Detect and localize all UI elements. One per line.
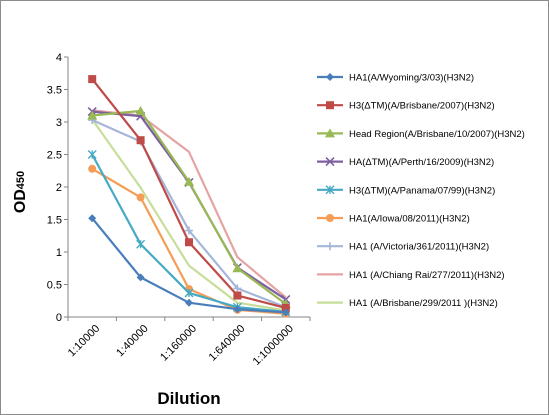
x-tick-label: 1:160000 <box>158 323 199 364</box>
series-1 <box>88 214 290 317</box>
star-marker <box>136 239 146 249</box>
diamond-marker <box>281 308 290 317</box>
legend-label: HA1(A/Wyoming/3/03)(H3N2) <box>349 73 474 84</box>
star-marker <box>87 150 97 159</box>
series-line <box>91 118 286 312</box>
square-marker <box>326 101 334 110</box>
legend-item: H3(ΔTM)(A/Brisbane/2007)(H3N2) <box>317 101 495 112</box>
series-9 <box>91 118 286 312</box>
x-marker <box>325 157 335 167</box>
circle-marker <box>88 164 97 173</box>
legend: HA1(A/Wyoming/3/03)(H3N2) H3(ΔTM)(A/Brisb… <box>317 73 525 309</box>
square-marker <box>88 75 97 84</box>
legend-item: H3(ΔTM)(A/Panama/07/99)(H3N2) <box>317 185 495 196</box>
x-tick-label: 1:40000 <box>114 323 151 360</box>
square-marker <box>281 303 290 312</box>
y-tick-label: 1 <box>56 247 62 259</box>
legend-item: HA1 (A/Victoria/361/2011)(H3N2) <box>317 242 489 253</box>
triangle-marker <box>232 263 243 273</box>
y-tick-label: 0 <box>56 312 62 324</box>
legend-label: HA1 (A/Victoria/361/2011)(H3N2) <box>349 242 489 253</box>
legend-label: H3(ΔTM)(A/Panama/07/99)(H3N2) <box>349 185 495 196</box>
y-axis-title: OD450 <box>12 171 29 213</box>
y-tick-label: 4 <box>56 52 62 64</box>
y-tick-label: 3 <box>56 117 62 129</box>
diamond-marker <box>136 273 145 282</box>
series-4 <box>87 107 291 305</box>
series-8 <box>92 109 287 299</box>
y-axis-title-subscript: 450 <box>15 171 27 189</box>
circle-marker <box>326 214 334 222</box>
series-group <box>87 75 291 318</box>
y-tick-label: 3.5 <box>47 85 62 97</box>
legend-label: H3(ΔTM)(A/Brisbane/2007)(H3N2) <box>349 101 495 112</box>
y-axis: 0 0.5 1 1.5 2 2.5 3 3.5 4 <box>47 52 69 324</box>
x-tick-label: 1:640000 <box>207 323 248 364</box>
plus-marker <box>233 284 242 293</box>
square-marker <box>233 291 242 300</box>
star-marker <box>325 185 335 195</box>
x-axis: 1:10000 1:40000 1:160000 1:640000 1:1000000 <box>66 316 311 368</box>
legend-item: HA(ΔTM)(A/Perth/16/2009)(H3N2) <box>317 157 494 168</box>
legend-label: HA(ΔTM)(A/Perth/16/2009)(H3N2) <box>349 157 494 168</box>
legend-item: HA1 (A/Chiang Rai/277/2011)(H3N2) <box>317 270 505 281</box>
series-2 <box>88 75 290 312</box>
legend-item: Head Region(A/Brisbane/10/2007)(H3N2) <box>317 128 525 140</box>
legend-item: HA1(A/Wyoming/3/03)(H3N2) <box>317 73 474 84</box>
triangle-marker <box>325 128 335 138</box>
legend-label: HA1(A/Iowa/08/2011)(H3N2) <box>349 214 470 225</box>
legend-item: HA1(A/Iowa/08/2011)(H3N2) <box>317 214 470 225</box>
circle-marker <box>136 193 145 202</box>
legend-label: HA1 (A/Brisbane/299/2011 )(H3N2) <box>349 298 498 309</box>
y-tick-label: 2 <box>56 182 62 194</box>
plus-marker <box>185 226 193 235</box>
square-marker <box>136 136 145 145</box>
legend-label: HA1 (A/Chiang Rai/277/2011)(H3N2) <box>349 270 505 281</box>
diamond-marker <box>185 298 193 307</box>
triangle-marker <box>184 176 194 186</box>
x-tick-label: 1:1000000 <box>251 323 296 368</box>
diamond-marker <box>88 214 97 223</box>
x-tick-label: 1:10000 <box>66 323 103 360</box>
series-line <box>92 110 287 301</box>
series-3 <box>87 105 291 308</box>
plus-marker <box>326 242 334 251</box>
diamond-marker <box>233 305 242 314</box>
series-line <box>92 109 287 299</box>
legend-label: Head Region(A/Brisbane/10/2007)(H3N2) <box>349 129 525 140</box>
y-tick-label: 1.5 <box>47 215 62 227</box>
triangle-marker <box>135 105 146 115</box>
y-axis-title-main: OD <box>12 189 29 213</box>
square-marker <box>185 238 193 247</box>
diamond-marker <box>326 73 334 81</box>
y-tick-label: 0.5 <box>47 280 62 292</box>
star-marker <box>184 288 194 298</box>
x-axis-title: Dilution <box>157 389 220 408</box>
legend-item: HA1 (A/Brisbane/299/2011 )(H3N2) <box>317 298 498 309</box>
y-tick-label: 2.5 <box>47 150 62 162</box>
triangle-marker <box>87 110 98 120</box>
